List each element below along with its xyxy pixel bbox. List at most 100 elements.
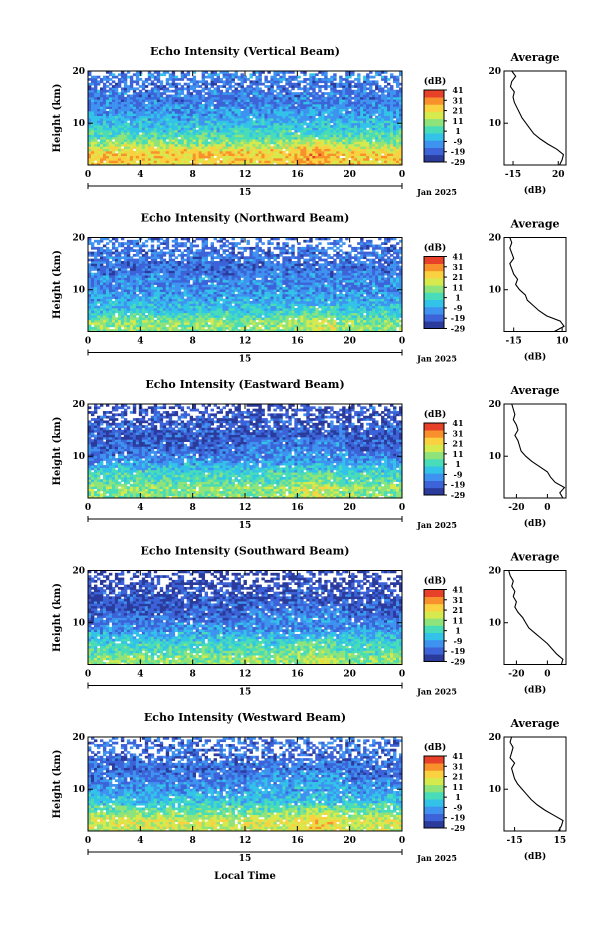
heatmap-cell: [381, 139, 384, 142]
heatmap-cell: [187, 144, 190, 147]
heatmap-cell: [229, 158, 232, 161]
heatmap-cell: [88, 130, 91, 133]
heatmap-cell: [172, 160, 175, 163]
heatmap-cell: [178, 146, 181, 149]
heatmap-cell: [309, 134, 312, 137]
heatmap-cell: [91, 130, 94, 133]
heatmap-cell: [384, 127, 387, 130]
heatmap-cell: [163, 132, 166, 135]
heatmap-cell: [291, 137, 294, 140]
heatmap-cell: [190, 144, 193, 147]
heatmap-cell: [235, 130, 238, 133]
heatmap-cell: [285, 156, 288, 159]
heatmap-cell: [393, 142, 396, 145]
heatmap-cell: [196, 160, 199, 163]
heatmap-cell: [333, 156, 336, 159]
heatmap-cell: [238, 160, 241, 163]
heatmap-cell: [351, 153, 354, 156]
heatmap-cell: [211, 158, 214, 161]
heatmap-cell: [303, 130, 306, 133]
heatmap-cell: [303, 137, 306, 140]
heatmap-cell: [232, 132, 235, 135]
heatmap-cell: [351, 158, 354, 161]
heatmap-cell: [282, 144, 285, 147]
heatmap-cell: [154, 149, 157, 152]
heatmap-cell: [220, 142, 223, 145]
heatmap-cell: [270, 139, 273, 142]
heatmap-cell: [211, 153, 214, 156]
heatmap-cell: [321, 144, 324, 147]
heatmap-cell: [154, 139, 157, 142]
heatmap-cell: [324, 160, 327, 163]
heatmap-cell: [88, 158, 91, 161]
heatmap-cell: [372, 137, 375, 140]
heatmap-cell: [264, 160, 267, 163]
heatmap-cell: [342, 139, 345, 142]
heatmap-cell: [396, 132, 399, 135]
heatmap-cell: [357, 151, 360, 154]
heatmap-cell: [324, 146, 327, 149]
heatmap-cell: [178, 151, 181, 154]
heatmap-cell: [220, 160, 223, 163]
heatmap-cell: [238, 142, 241, 145]
heatmap-cell: [273, 156, 276, 159]
heatmap-cell: [267, 127, 270, 130]
heatmap-cell: [252, 151, 255, 154]
heatmap-cell: [288, 130, 291, 133]
heatmap-cell: [345, 151, 348, 154]
heatmap-cell: [306, 158, 309, 161]
heatmap-cell: [235, 142, 238, 145]
heatmap-cell: [372, 153, 375, 156]
heatmap-cell: [261, 146, 264, 149]
heatmap-cell: [252, 134, 255, 137]
heatmap-cell: [205, 134, 208, 137]
heatmap-cell: [378, 153, 381, 156]
heatmap-cell: [357, 146, 360, 149]
heatmap-cell: [333, 146, 336, 149]
heatmap-cell: [270, 134, 273, 137]
heatmap-cell: [121, 142, 124, 145]
heatmap-cell: [306, 160, 309, 163]
heatmap-cell: [384, 158, 387, 161]
heatmap-cell: [261, 137, 264, 140]
heatmap-cell: [247, 158, 250, 161]
heatmap-cell: [315, 144, 318, 147]
heatmap-cell: [121, 153, 124, 156]
heatmap-cell: [291, 134, 294, 137]
heatmap-cell: [369, 130, 372, 133]
heatmap-cell: [264, 149, 267, 152]
heatmap-cell: [208, 146, 211, 149]
heatmap-cell: [217, 149, 220, 152]
heatmap-cell: [387, 151, 390, 154]
heatmap-cell: [318, 132, 321, 135]
heatmap-cell: [330, 151, 333, 154]
heatmap-cell: [303, 132, 306, 135]
heatmap-cell: [264, 139, 267, 142]
heatmap-cell: [294, 127, 297, 130]
heatmap-cell: [306, 137, 309, 140]
heatmap-cell: [94, 130, 97, 133]
heatmap-cell: [202, 130, 205, 133]
heatmap-cell: [130, 158, 133, 161]
heatmap-cell: [378, 149, 381, 152]
heatmap-cell: [88, 146, 91, 149]
heatmap-cell: [88, 149, 91, 152]
heatmap-cell: [300, 142, 303, 145]
heatmap-cell: [91, 139, 94, 142]
heatmap-cell: [106, 151, 109, 154]
heatmap-cell: [336, 149, 339, 152]
heatmap-cell: [244, 137, 247, 140]
heatmap-cell: [124, 132, 127, 135]
heatmap-cell: [312, 130, 315, 133]
heatmap-cell: [375, 151, 378, 154]
heatmap-cell: [264, 144, 267, 147]
heatmap-cell: [130, 125, 133, 128]
heatmap-cell: [285, 149, 288, 152]
heatmap-cell: [226, 146, 229, 149]
heatmap-cell: [157, 125, 160, 128]
heatmap-cell: [291, 127, 294, 130]
heatmap-cell: [157, 142, 160, 145]
heatmap-cell: [390, 134, 393, 137]
heatmap-cell: [130, 153, 133, 156]
heatmap-cell: [232, 144, 235, 147]
